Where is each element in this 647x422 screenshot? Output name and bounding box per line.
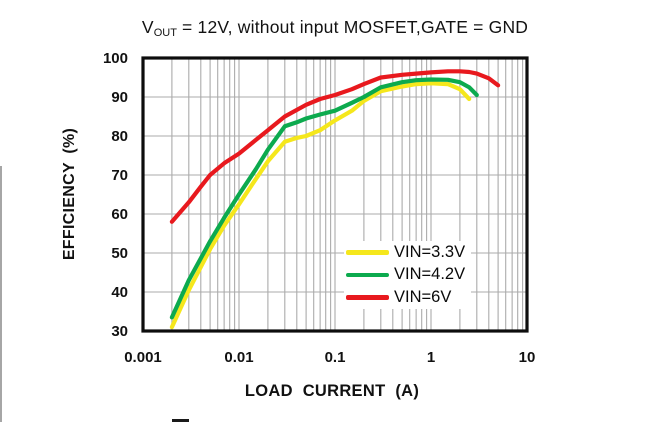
title-subscript: OUT [153, 27, 177, 39]
x-tick-0.01: 0.01 [224, 349, 254, 366]
plot-frame [141, 56, 529, 333]
series-line-vin-3-3v [169, 81, 472, 330]
y-tick-50: 50 [111, 245, 128, 262]
title-text: = 12V, without input MOSFET,GATE = GND [176, 17, 529, 37]
legend: VIN=3.3V VIN=4.2V VIN=6V [344, 241, 472, 309]
legend-item: VIN=6V [344, 286, 472, 309]
page-edge-artifact [0, 166, 2, 422]
title-prefix: V [141, 17, 154, 37]
legend-label: VIN=3.3V [394, 242, 466, 261]
y-axis-label: EFFICIENCY (%) [61, 127, 78, 261]
legend-item: VIN=3.3V [344, 241, 472, 264]
legend-swatch [346, 295, 389, 300]
y-tick-100: 100 [102, 50, 128, 67]
chart-title: VOUT = 12V, without input MOSFET,GATE = … [25, 17, 645, 39]
x-tick-10: 10 [518, 349, 536, 366]
x-tick-0.001: 0.001 [124, 349, 162, 366]
page-bottom-artifact [172, 419, 189, 422]
legend-item: VIN=4.2V [344, 263, 472, 286]
y-tick-40: 40 [111, 284, 128, 301]
legend-swatch [346, 250, 389, 255]
y-tick-70: 70 [111, 167, 128, 184]
series-line-vin-6v [169, 69, 501, 224]
legend-label: VIN=4.2V [394, 265, 466, 284]
x-tick-1: 1 [426, 349, 436, 366]
x-axis-label: LOAD CURRENT (A) [244, 382, 420, 400]
y-tick-80: 80 [111, 128, 128, 145]
y-tick-90: 90 [111, 89, 128, 106]
legend-swatch [346, 272, 389, 277]
legend-label: VIN=6V [394, 287, 452, 306]
series-line-vin-4-2v [169, 77, 479, 320]
y-tick-30: 30 [111, 323, 128, 340]
x-tick-0.1: 0.1 [324, 349, 346, 366]
y-tick-60: 60 [111, 206, 128, 223]
